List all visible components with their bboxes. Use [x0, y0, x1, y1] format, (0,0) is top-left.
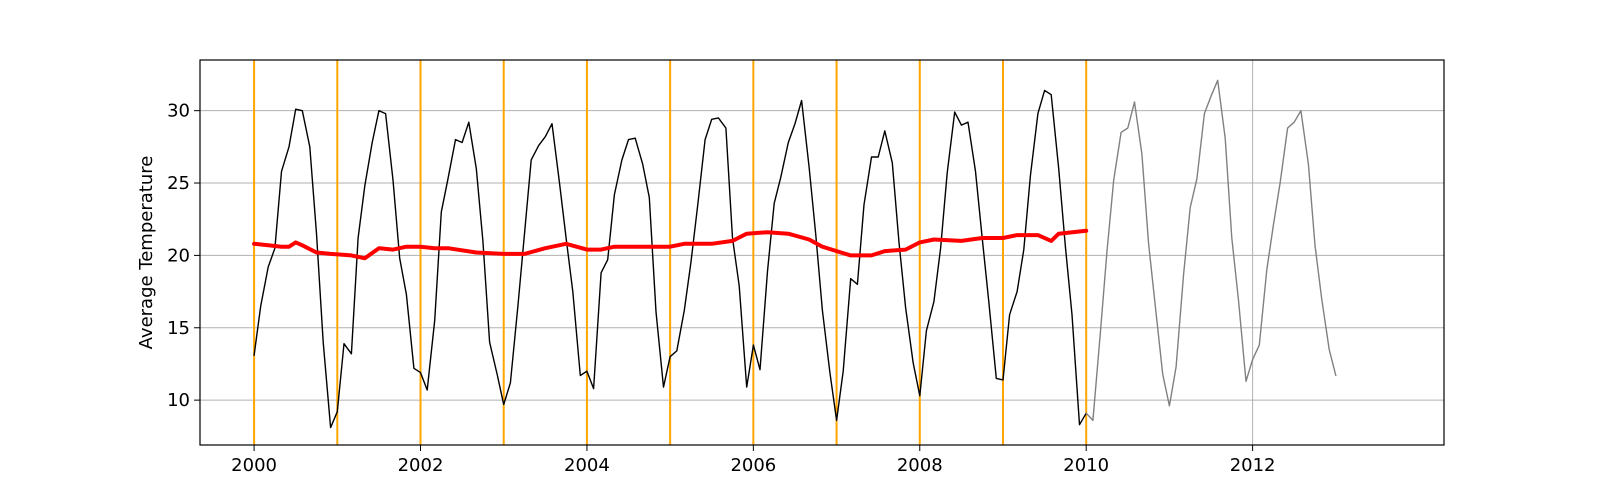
x-tick-label: 2008 [897, 455, 943, 476]
y-tick-label: 15 [167, 318, 190, 339]
x-tick-label: 2000 [231, 455, 277, 476]
y-tick-label: 30 [167, 101, 190, 122]
forecast-series-line [1085, 79, 1337, 422]
vertical-marker-layer [253, 60, 1088, 445]
x-tick-label: 2012 [1230, 455, 1276, 476]
trend-series-line [252, 228, 1089, 261]
plot-frame [199, 59, 1445, 446]
x-tick-label: 2010 [1063, 455, 1109, 476]
observed-series-line [253, 89, 1087, 429]
y-tick-label: 10 [167, 390, 190, 411]
y-tick-label: 25 [167, 173, 190, 194]
tick-layer: 10 15 20 25 30 2000 2002 2004 2006 2008 2010 2012 [167, 101, 1275, 476]
y-tick-label: 20 [167, 245, 190, 266]
x-tick-label: 2004 [564, 455, 610, 476]
y-axis-label: Average Temperature [136, 156, 157, 350]
series-layer [252, 79, 1337, 429]
x-tick-label: 2002 [398, 455, 444, 476]
x-tick-label: 2006 [730, 455, 776, 476]
